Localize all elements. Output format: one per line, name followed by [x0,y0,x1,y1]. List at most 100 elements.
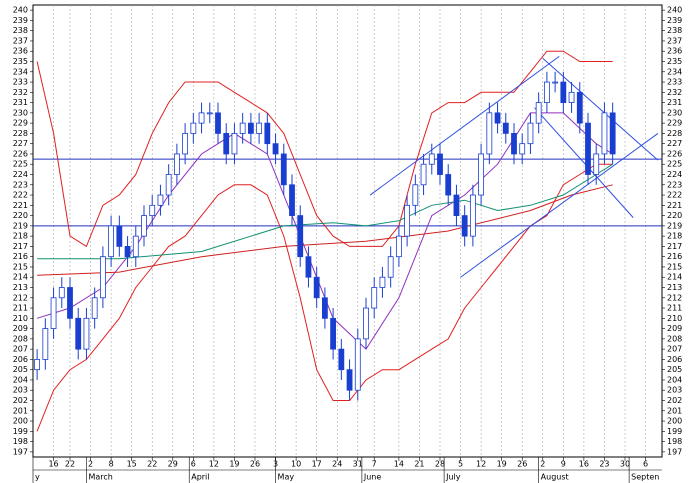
y-tick-label-right: 228 [667,129,682,138]
y-tick-label-left: 198 [13,437,28,446]
candle-body [593,153,600,175]
candle-body [494,112,501,124]
candle-body [165,174,172,196]
candle-body [157,194,164,206]
candle-body [50,297,57,329]
y-tick-label-left: 215 [13,262,28,271]
x-tick-label: 26 [517,460,527,469]
candle-body [511,133,517,155]
x-tick-label: 22 [147,460,157,469]
candle-body [280,153,287,186]
candle-body [428,153,435,165]
candle-body [173,153,180,175]
x-tick-label: 30 [620,460,630,469]
candle-body [83,317,90,350]
trend-line [534,107,634,218]
y-tick-label-right: 227 [667,139,682,148]
y-tick-label-left: 203 [13,386,28,395]
candle-body [116,225,123,247]
x-tick-label: 28 [435,460,445,469]
candle-body [321,297,328,319]
candle-body [231,133,238,155]
y-tick-label-left: 227 [13,139,28,148]
x-tick-label: 19 [229,460,239,469]
candle-body [297,215,304,258]
y-tick-label-left: 200 [13,417,28,426]
x-tick-label: 2 [540,460,545,469]
y-tick-label-right: 222 [667,191,682,200]
candle-body [609,112,616,155]
x-tick-label: 2 [88,460,93,469]
x-tick-label: 24 [332,460,342,469]
y-tick-label-right: 220 [667,211,682,220]
trend-line [460,133,659,278]
y-tick-label-left: 209 [13,324,28,333]
candle-body [264,122,271,145]
y-tick-label-right: 199 [667,427,682,436]
y-tick-label-left: 231 [13,98,28,107]
y-tick-label-right: 215 [667,262,682,271]
y-tick-label-left: 221 [13,201,28,210]
candle-body [346,369,353,391]
candle-body [141,215,147,237]
candle-body [502,122,509,134]
candle-body [543,81,550,103]
x-tick-label: 15 [127,460,137,469]
y-tick-label-right: 236 [667,47,682,56]
month-label: April [191,473,209,482]
y-tick-label-right: 221 [667,201,682,210]
y-tick-label-right: 204 [667,375,682,384]
candle-body [305,256,312,278]
x-tick-label: 22 [65,460,75,469]
y-tick-label-right: 223 [667,180,682,189]
month-label: May [278,473,295,482]
y-tick-label-left: 216 [13,252,28,261]
y-tick-label-left: 229 [13,119,28,128]
y-tick-label-left: 207 [13,345,28,354]
candle-body [354,338,361,391]
candle-body [215,112,221,134]
candle-body [182,133,189,155]
y-tick-label-right: 210 [667,314,682,323]
candle-body [75,317,82,350]
y-tick-label-left: 197 [13,447,28,456]
x-tick-label: 17 [312,460,322,469]
y-tick-label-left: 201 [13,406,28,415]
candle-body [67,287,73,319]
candle-body [379,276,386,288]
candle-body [576,91,583,124]
y-tick-label-left: 236 [13,47,28,56]
month-label: July [445,473,461,482]
candle-body [387,256,394,278]
y-tick-label-right: 213 [667,283,682,292]
y-tick-label-left: 225 [13,160,28,169]
y-tick-label-right: 235 [667,57,682,66]
trend-line [369,55,560,196]
indicator-line [36,50,613,248]
y-tick-label-right: 216 [667,252,682,261]
y-tick-label-left: 220 [13,211,28,220]
y-tick-label-right: 214 [667,273,682,282]
y-tick-label-left: 206 [13,355,28,364]
y-tick-label-left: 217 [13,242,28,251]
candle-body [42,328,49,360]
y-tick-label-left: 235 [13,57,28,66]
y-tick-label-right: 225 [667,160,682,169]
y-tick-label-left: 205 [13,365,28,374]
x-tick-label: 7 [372,460,377,469]
candle-body [58,287,65,299]
y-tick-label-left: 222 [13,191,28,200]
y-tick-label-right: 232 [667,88,682,97]
y-tick-label-right: 201 [667,406,682,415]
y-tick-label-right: 203 [667,386,682,395]
x-tick-label: 26 [250,460,260,469]
y-tick-label-left: 204 [13,375,28,384]
x-tick-label: 19 [497,460,507,469]
y-tick-label-right: 217 [667,242,682,251]
y-tick-label-right: 229 [667,119,682,128]
indicator-line [37,184,613,276]
y-tick-label-right: 212 [667,293,682,302]
month-label: June [363,473,382,482]
y-tick-label-left: 226 [13,149,28,158]
